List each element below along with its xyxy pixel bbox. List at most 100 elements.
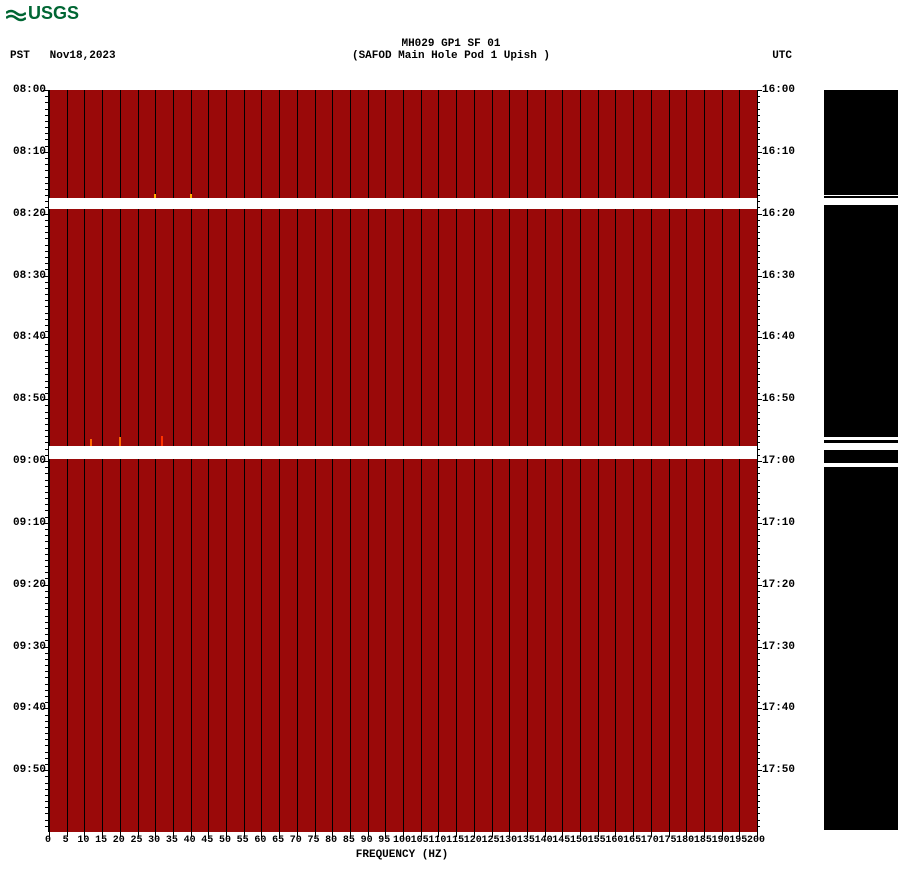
y-right-minor-tick	[757, 300, 760, 301]
x-tick-label: 125	[481, 835, 499, 846]
y-right-minor-tick	[757, 820, 760, 821]
x-tick-label: 70	[290, 835, 302, 846]
y-right-minor-tick	[757, 480, 760, 481]
y-left-tick-label: 08:40	[2, 331, 46, 343]
y-left-minor-tick	[45, 201, 48, 202]
x-tick-label: 10	[77, 835, 89, 846]
y-left-minor-tick	[45, 146, 48, 147]
y-right-minor-tick	[757, 146, 760, 147]
y-left-tick	[43, 770, 48, 771]
y-left-minor-tick	[45, 325, 48, 326]
y-right-minor-tick	[757, 498, 760, 499]
y-left-minor-tick	[45, 603, 48, 604]
y-left-minor-tick	[45, 541, 48, 542]
y-right-minor-tick	[757, 381, 760, 382]
y-right-minor-tick	[757, 622, 760, 623]
y-right-minor-tick	[757, 127, 760, 128]
y-right-minor-tick	[757, 541, 760, 542]
y-left-minor-tick	[45, 640, 48, 641]
y-right-minor-tick	[757, 436, 760, 437]
y-left-minor-tick	[45, 294, 48, 295]
y-right-minor-tick	[757, 789, 760, 790]
y-right-tick	[757, 276, 762, 277]
y-right-minor-tick	[757, 677, 760, 678]
y-left-tick	[43, 523, 48, 524]
y-right-minor-tick	[757, 356, 760, 357]
y-right-minor-tick	[757, 702, 760, 703]
y-left-minor-tick	[45, 387, 48, 388]
y-right-tick-label: 17:00	[762, 455, 806, 467]
x-tick-label: 5	[63, 835, 69, 846]
y-right-minor-tick	[757, 616, 760, 617]
y-right-minor-tick	[757, 467, 760, 468]
x-tick-label: 30	[148, 835, 160, 846]
y-right-minor-tick	[757, 207, 760, 208]
y-right-minor-tick	[757, 158, 760, 159]
y-left-minor-tick	[45, 548, 48, 549]
y-left-minor-tick	[45, 374, 48, 375]
y-left-minor-tick	[45, 257, 48, 258]
y-left-minor-tick	[45, 300, 48, 301]
y-left-minor-tick	[45, 510, 48, 511]
y-left-minor-tick	[45, 430, 48, 431]
y-left-minor-tick	[45, 183, 48, 184]
timezone-left-block: PST Nov18,2023	[10, 50, 116, 62]
y-right-minor-tick	[757, 628, 760, 629]
y-right-tick	[757, 214, 762, 215]
y-left-minor-tick	[45, 424, 48, 425]
x-tick-label: 115	[446, 835, 464, 846]
y-right-minor-tick	[757, 331, 760, 332]
y-right-minor-tick	[757, 344, 760, 345]
y-right-minor-tick	[757, 486, 760, 487]
y-left-minor-tick	[45, 696, 48, 697]
y-right-minor-tick	[757, 473, 760, 474]
spectrogram-plot	[48, 90, 758, 832]
y-left-minor-tick	[45, 306, 48, 307]
x-tick-label: 25	[130, 835, 142, 846]
y-left-minor-tick	[45, 566, 48, 567]
y-right-tick	[757, 461, 762, 462]
side-panel-bar	[824, 463, 898, 467]
y-left-tick-label: 08:50	[2, 393, 46, 405]
y-left-minor-tick	[45, 245, 48, 246]
y-left-tick-label: 09:50	[2, 764, 46, 776]
x-tick-label: 190	[712, 835, 730, 846]
y-left-minor-tick	[45, 702, 48, 703]
y-left-tick-label: 09:20	[2, 579, 46, 591]
y-right-minor-tick	[757, 177, 760, 178]
x-tick-label: 110	[428, 835, 446, 846]
y-left-minor-tick	[45, 473, 48, 474]
y-left-minor-tick	[45, 820, 48, 821]
y-right-minor-tick	[757, 529, 760, 530]
y-right-minor-tick	[757, 164, 760, 165]
x-tick-label: 95	[378, 835, 390, 846]
side-amplitude-panel	[824, 90, 898, 198]
y-left-minor-tick	[45, 517, 48, 518]
y-left-tick-label: 08:10	[2, 146, 46, 158]
y-left-minor-tick	[45, 739, 48, 740]
y-right-tick	[757, 90, 762, 91]
y-left-minor-tick	[45, 677, 48, 678]
y-right-minor-tick	[757, 560, 760, 561]
y-left-minor-tick	[45, 139, 48, 140]
y-left-minor-tick	[45, 412, 48, 413]
y-left-minor-tick	[45, 535, 48, 536]
y-left-minor-tick	[45, 195, 48, 196]
y-right-tick-label: 16:00	[762, 84, 806, 96]
y-axis-left: 08:0008:1008:2008:3008:4008:5009:0009:10…	[2, 90, 46, 832]
y-left-tick-label: 09:10	[2, 517, 46, 529]
y-left-tick	[43, 461, 48, 462]
y-right-minor-tick	[757, 418, 760, 419]
x-tick-label: 145	[552, 835, 570, 846]
y-right-minor-tick	[757, 257, 760, 258]
spectral-spike	[190, 194, 192, 198]
y-right-minor-tick	[757, 455, 760, 456]
y-left-minor-tick	[45, 263, 48, 264]
y-left-tick	[43, 90, 48, 91]
spectral-spike	[119, 437, 121, 446]
y-right-minor-tick	[757, 449, 760, 450]
y-right-minor-tick	[757, 232, 760, 233]
y-right-minor-tick	[757, 139, 760, 140]
y-left-tick-label: 09:30	[2, 641, 46, 653]
y-left-minor-tick	[45, 238, 48, 239]
